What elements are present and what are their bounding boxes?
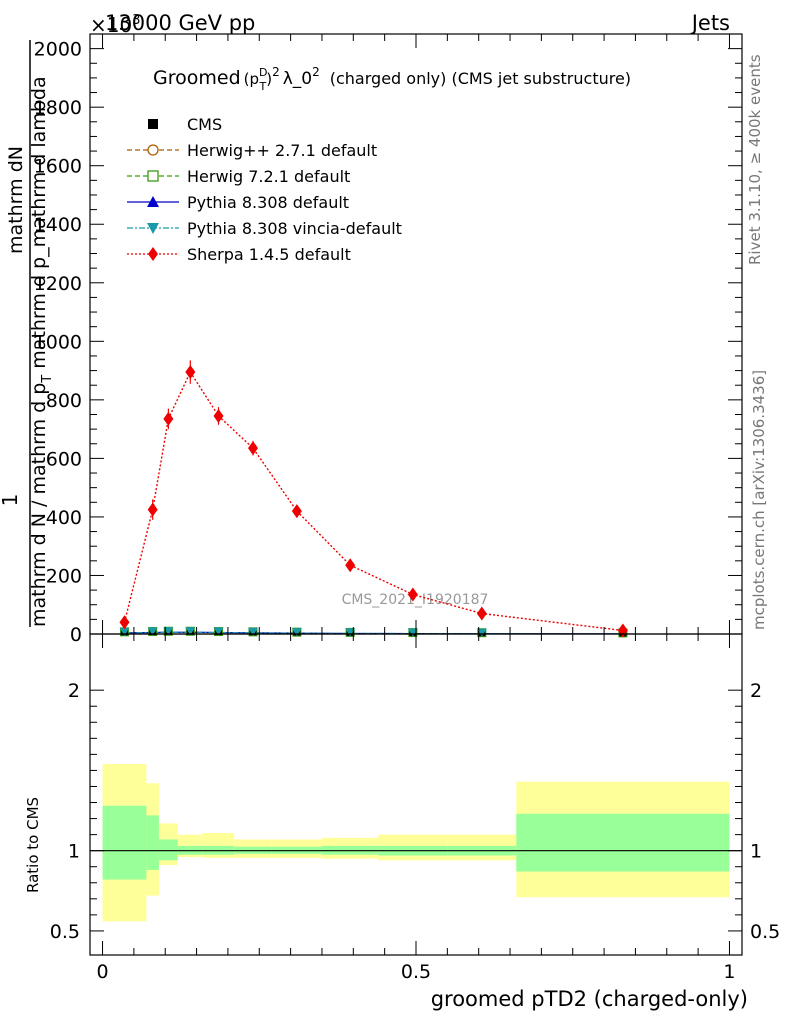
y-tick-label: 0 [70,624,82,646]
y-label-denominator: mathrm d N / mathrm d pT mathrm d p_math… [28,76,55,627]
pythia-vincia-point [163,627,174,636]
ratio-tick-label-left: 2 [68,680,80,702]
plot-title: Groomed (pD T)2 λ_02 (charged only) (CMS jet… [153,65,631,93]
sherpa-point [119,615,130,630]
ratio-tick-label-right: 0.5 [750,921,780,943]
y-tick-label: 1600 [34,156,82,178]
pythia-vincia-point [147,627,158,636]
y-tick-label: 1400 [34,214,82,236]
y-label-one: 1 [0,494,22,507]
sherpa-point [213,408,224,423]
pythia-vincia-point [248,627,258,636]
legend-label: CMS [187,115,222,134]
legend-marker-square [148,119,158,129]
legend-marker-open-square [147,170,159,182]
y-axis-label-main: 1 mathrm dN mathrm d N / mathrm d pT mat… [0,40,55,627]
y-tick-label: 1200 [34,273,82,295]
ratio-bands [90,764,742,922]
axes: 0 0.5 102004006008001000120014001600180020… [34,33,780,983]
legend-item: Herwig++ 2.7.1 default [127,141,377,160]
y-tick-label: 1800 [34,97,82,119]
x-tick-label: 0 [96,961,108,983]
main-series [119,360,628,638]
sherpa-point [407,587,418,602]
ratio-inner-band-bin [516,813,730,872]
legend-label: Herwig 7.2.1 default [187,167,350,186]
y-tick-label: 400 [46,507,82,529]
y-tick-label: 800 [46,390,82,412]
legend-label: Pythia 8.308 default [187,193,349,212]
rivet-label: Rivet 3.1.10, ≥ 400k events [746,54,764,265]
sherpa-point [476,606,487,621]
legend-item: Pythia 8.308 vincia-default [127,219,402,238]
legend-marker-triangle-up [147,196,159,207]
legend-label: Herwig++ 2.7.1 default [187,141,377,160]
sherpa-point [147,502,158,517]
ratio-tick-label-right: 2 [750,680,762,702]
sherpa-point [248,441,258,456]
legend-item: Herwig 7.2.1 default [127,167,350,186]
y-axis-label-ratio: Ratio to CMS [24,797,42,893]
legend-marker-triangle-down [147,223,159,234]
analysis-watermark: CMS_2021_I1920187 [342,592,489,608]
y-tick-label: 200 [46,565,82,587]
energy-label: 13000 GeV pp [105,11,255,35]
sherpa-point [291,504,302,519]
pythia-vincia-point [291,628,302,637]
legend-marker-circle [147,144,159,156]
legend-label: Sherpa 1.4.5 default [187,245,351,264]
legend-item: CMS [148,115,222,134]
ratio-tick-label-right: 1 [750,841,762,863]
ratio-tick-label-left: 0.5 [50,921,80,943]
legend-marker-diamond [148,247,158,261]
ratio-inner-band-bin [102,805,147,880]
legend: CMS Herwig++ 2.7.1 default Herwig 7.2.1 de… [127,115,402,264]
pythia-vincia-point [119,627,130,636]
pythia-vincia-point [213,627,224,636]
pythia-vincia-point [185,627,196,636]
ratio-inner-band-bin [158,839,178,861]
legend-item: Pythia 8.308 default [127,193,349,212]
sherpa-point [185,365,196,380]
y-tick-label: 2000 [34,39,82,61]
sherpa-point [345,558,356,573]
pythia-vincia-point [407,628,418,637]
y-label-numerator: mathrm dN [5,146,27,254]
process-label: Jets [690,11,730,35]
y-tick-label: 1000 [34,331,82,353]
legend-item: Sherpa 1.4.5 default [127,245,351,264]
legend-label: Pythia 8.308 vincia-default [187,219,402,238]
y-tick-label: 600 [46,448,82,470]
sherpa-point [163,411,174,426]
x-axis-label: groomed pTD2 (charged-only) [431,987,748,1011]
x-tick-label: 0.5 [401,961,431,983]
pythia-vincia-point [476,628,487,637]
ratio-inner-band-bin [146,815,159,870]
mcplots-label: mcplots.cern.ch [arXiv:1306.3436] [750,370,768,630]
pythia-vincia-point [345,628,356,637]
ratio-tick-label-left: 1 [68,841,80,863]
x-tick-label: 1 [723,961,735,983]
exponent-label: ×103 [90,13,141,37]
sherpa-line [123,370,623,632]
